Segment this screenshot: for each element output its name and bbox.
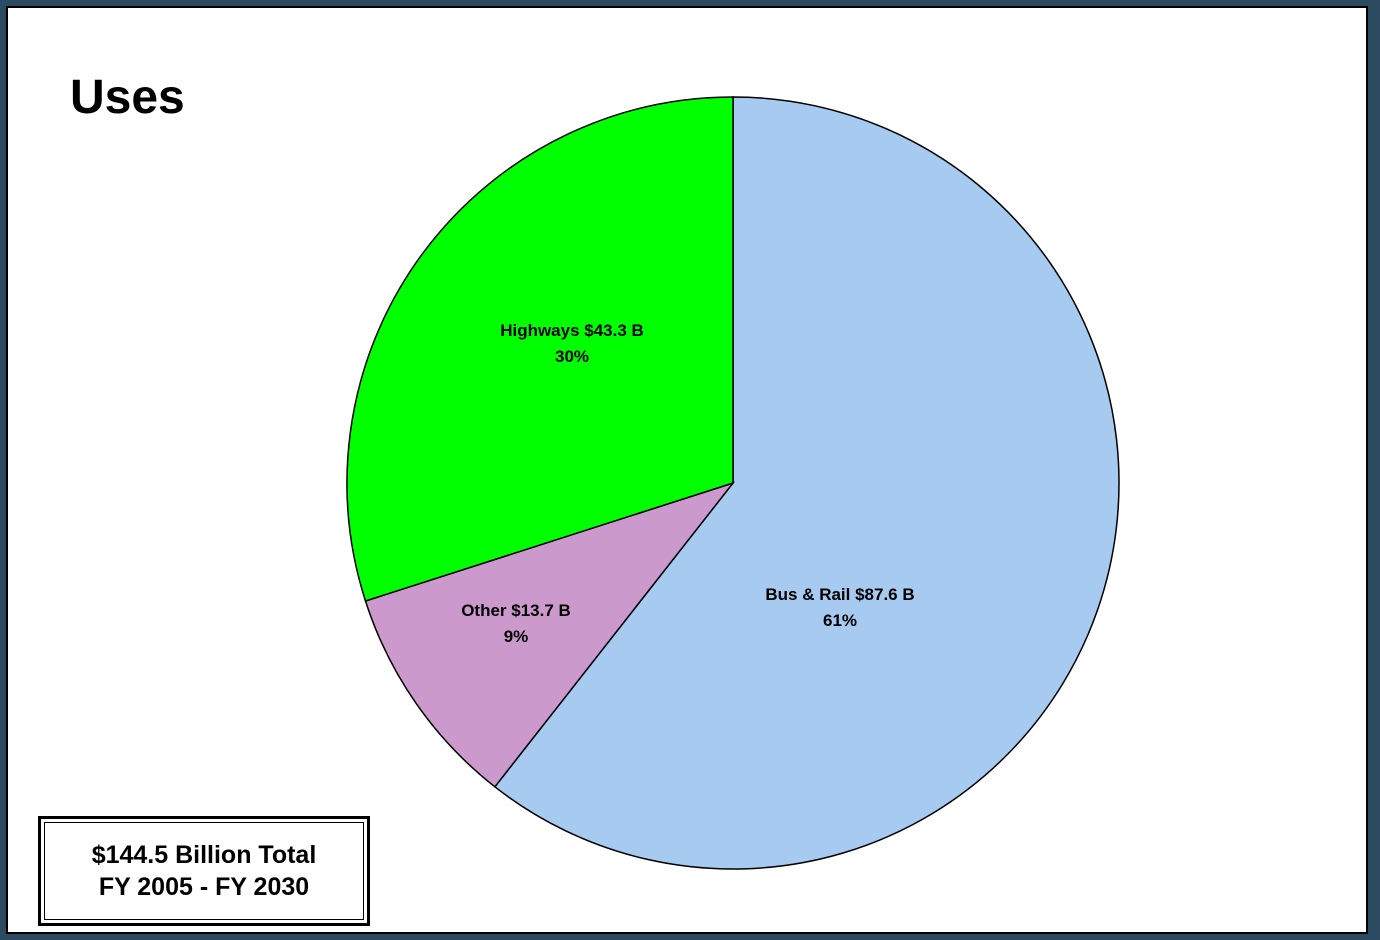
fiscal-period-text: FY 2005 - FY 2030: [98, 873, 310, 901]
slice-percent-other: 9%: [504, 627, 529, 646]
slice-percent-bus-rail: 61%: [823, 611, 857, 630]
slice-percent-highways: 30%: [555, 347, 589, 366]
pie-slice-bus-rail: [493, 96, 1120, 870]
total-summary-inner: $144.5 Billion Total FY 2005 - FY 2030: [44, 822, 364, 920]
total-amount-text: $144.5 Billion Total: [91, 841, 317, 869]
slice-label-highways: Highways $43.3 B: [500, 321, 644, 340]
slice-label-bus-rail: Bus & Rail $87.6 B: [765, 585, 914, 604]
pie-slice-highways: [346, 96, 734, 602]
total-summary-box: $144.5 Billion Total FY 2005 - FY 2030: [38, 816, 370, 926]
chart-title: Uses: [70, 71, 185, 124]
pie-slice-other: [364, 481, 736, 788]
slice-label-other: Other $13.7 B: [461, 601, 571, 620]
